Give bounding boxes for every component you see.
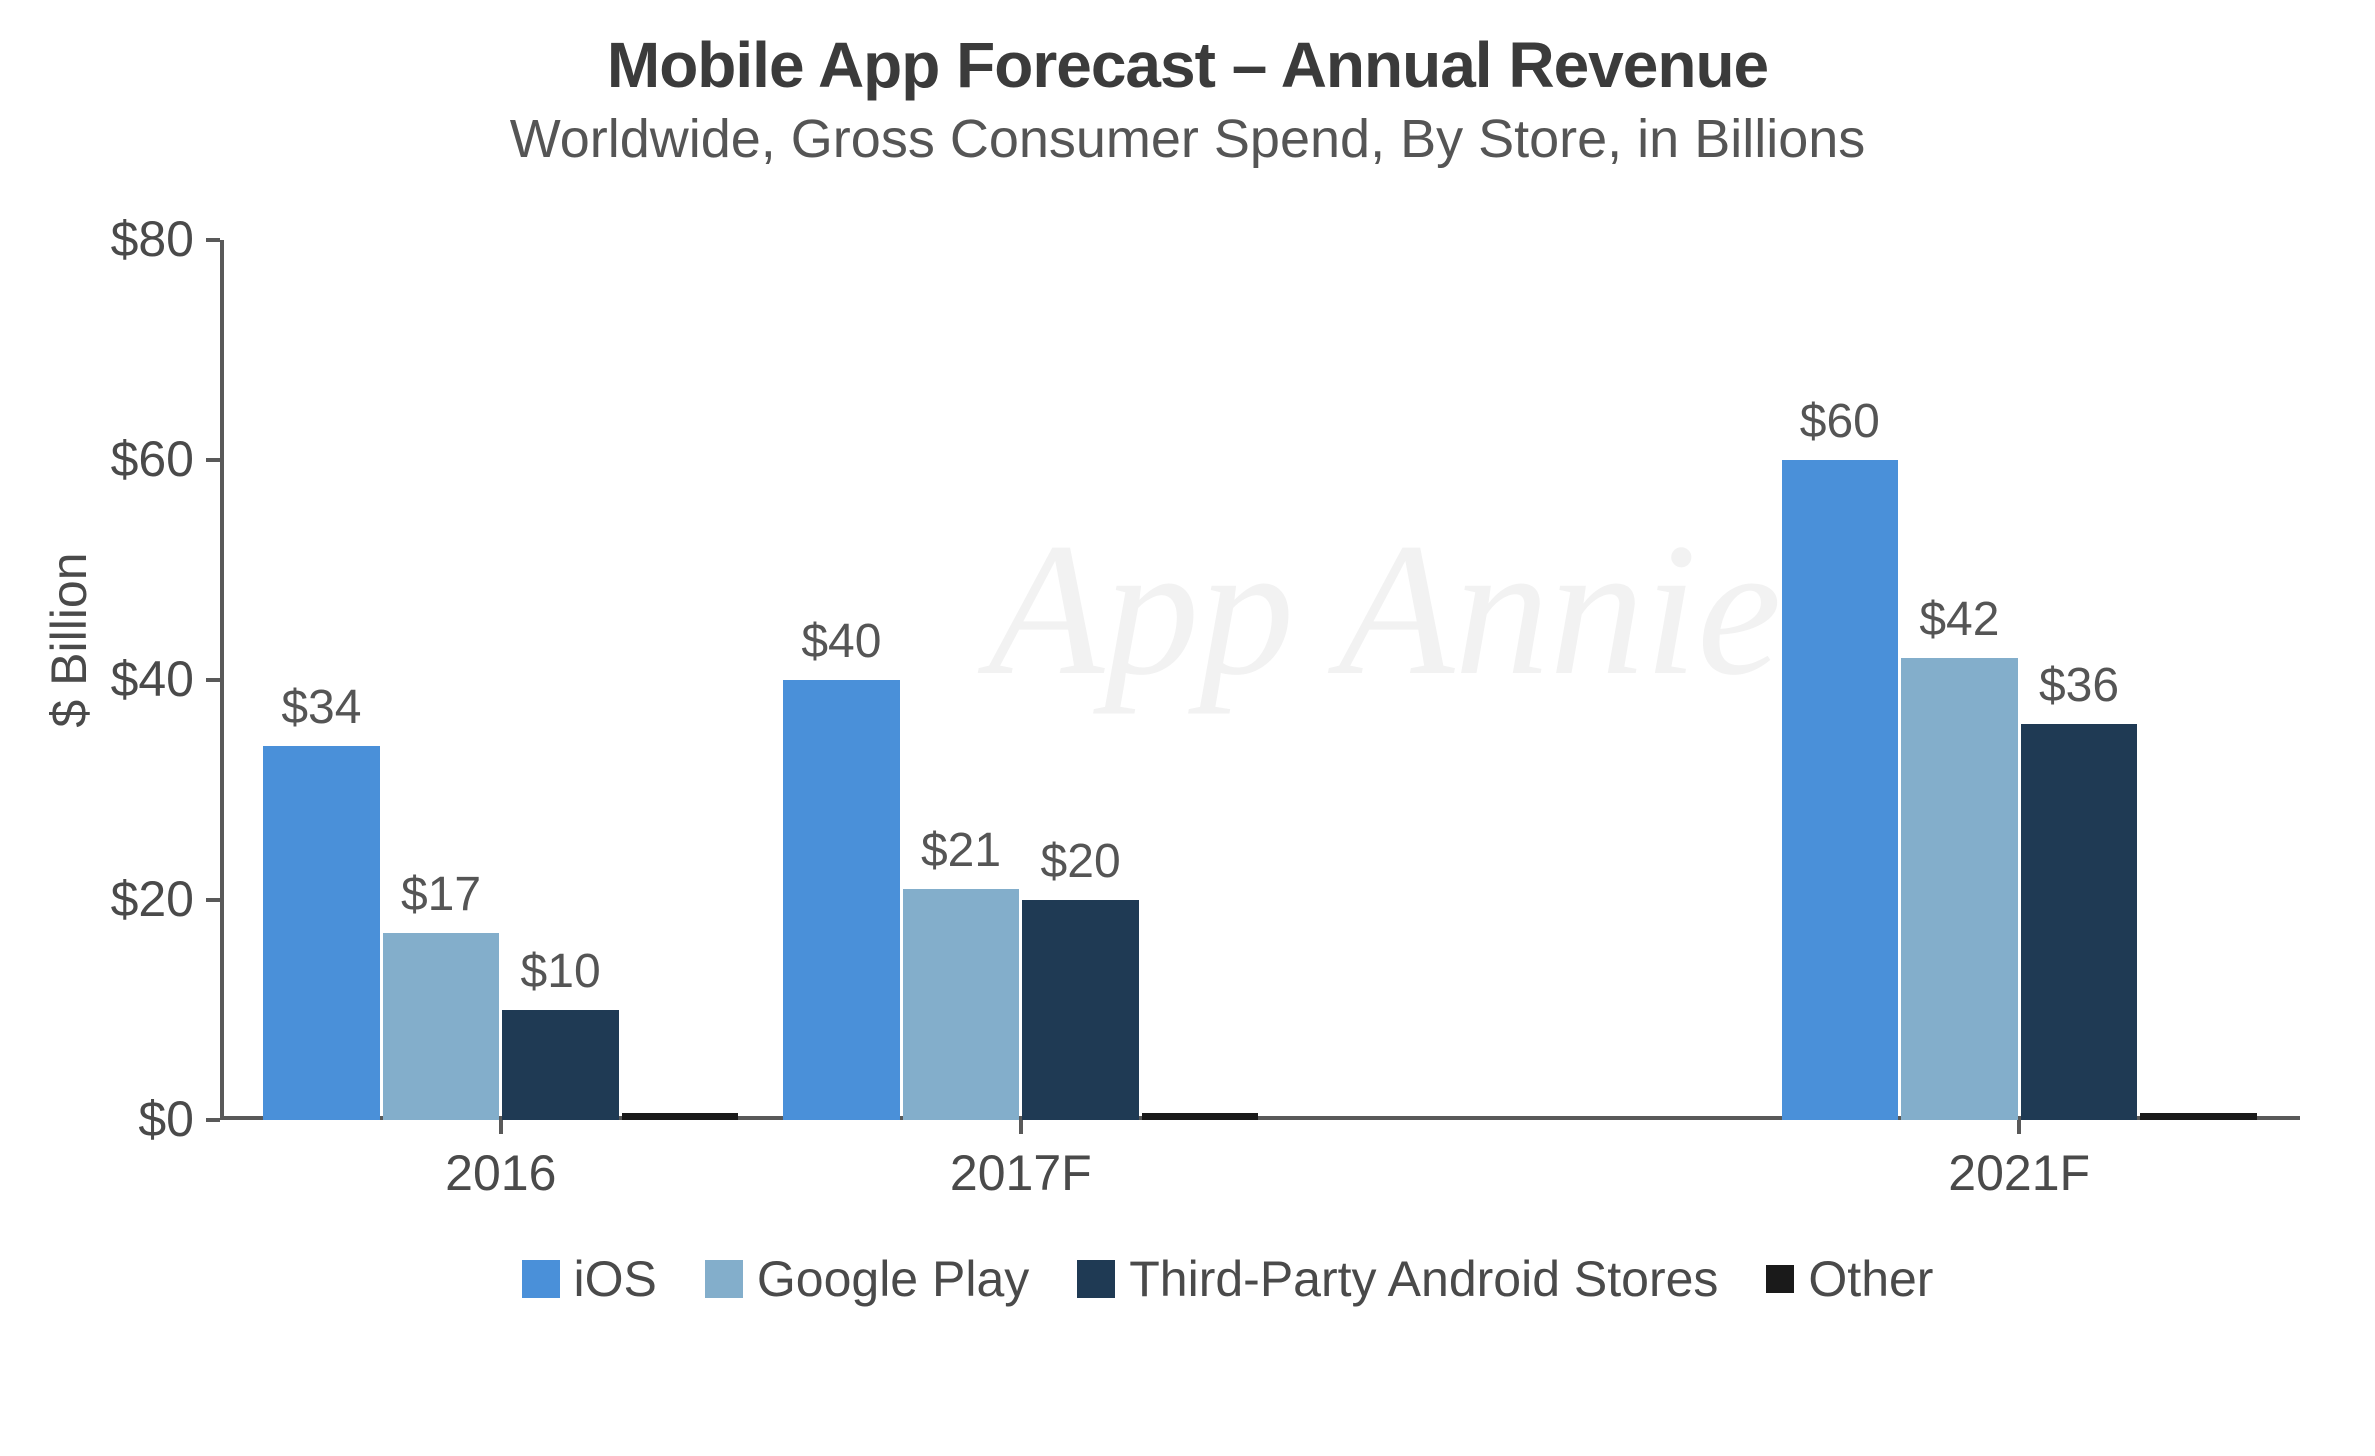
- bar: [502, 1010, 618, 1120]
- bar: [783, 680, 899, 1120]
- legend-swatch: [522, 1260, 560, 1298]
- chart-subtitle: Worldwide, Gross Consumer Spend, By Stor…: [0, 108, 2375, 170]
- legend-item: Google Play: [705, 1250, 1029, 1308]
- legend-item: Other: [1766, 1250, 1933, 1308]
- legend-swatch: [705, 1260, 743, 1298]
- y-tick-label: $0: [34, 1090, 194, 1148]
- y-tick-label: $20: [34, 870, 194, 928]
- bar-value-label: $17: [351, 867, 531, 922]
- legend-item: iOS: [522, 1250, 657, 1308]
- x-tick: [2017, 1120, 2021, 1134]
- bar: [263, 746, 379, 1120]
- y-tick-label: $80: [34, 210, 194, 268]
- y-tick: [206, 678, 220, 682]
- x-tick: [499, 1120, 503, 1134]
- legend-swatch: [1077, 1260, 1115, 1298]
- bar-value-label: $20: [991, 834, 1171, 889]
- bar: [2140, 1113, 2256, 1120]
- x-tick: [1019, 1120, 1023, 1134]
- bar-value-label: $60: [1750, 394, 1930, 449]
- chart-title: Mobile App Forecast – Annual Revenue: [0, 0, 2375, 102]
- plot-area: App Annie $0$20$40$60$802016$34$17$10201…: [220, 240, 2300, 1120]
- legend-item: Third-Party Android Stores: [1077, 1250, 1718, 1308]
- legend-label: iOS: [574, 1250, 657, 1308]
- bar-value-label: $34: [231, 680, 411, 735]
- bar-value-label: $10: [471, 944, 651, 999]
- y-tick: [206, 1118, 220, 1122]
- x-tick-label: 2021F: [1869, 1144, 2169, 1202]
- legend-swatch: [1766, 1265, 1794, 1293]
- bar: [622, 1113, 738, 1120]
- y-tick: [206, 238, 220, 242]
- legend-label: Third-Party Android Stores: [1129, 1250, 1718, 1308]
- bar: [1782, 460, 1898, 1120]
- bar: [1901, 658, 2017, 1120]
- bar: [1022, 900, 1138, 1120]
- bar-value-label: $40: [751, 614, 931, 669]
- bar: [1142, 1113, 1258, 1120]
- y-tick: [206, 458, 220, 462]
- x-tick-label: 2017F: [871, 1144, 1171, 1202]
- legend-label: Google Play: [757, 1250, 1029, 1308]
- bar: [903, 889, 1019, 1120]
- y-tick: [206, 898, 220, 902]
- y-tick-label: $60: [34, 430, 194, 488]
- bar: [2021, 724, 2137, 1120]
- legend-label: Other: [1808, 1250, 1933, 1308]
- bar-value-label: $42: [1869, 592, 2049, 647]
- y-axis-label: $ Billion: [40, 490, 98, 790]
- y-axis-line: [220, 240, 224, 1120]
- bar-value-label: $36: [1989, 658, 2169, 713]
- x-tick-label: 2016: [351, 1144, 651, 1202]
- legend: iOS Google Play Third-Party Android Stores…: [140, 1250, 2315, 1308]
- chart-container: Mobile App Forecast – Annual Revenue Wor…: [0, 0, 2375, 1456]
- watermark-text: App Annie: [988, 501, 1781, 719]
